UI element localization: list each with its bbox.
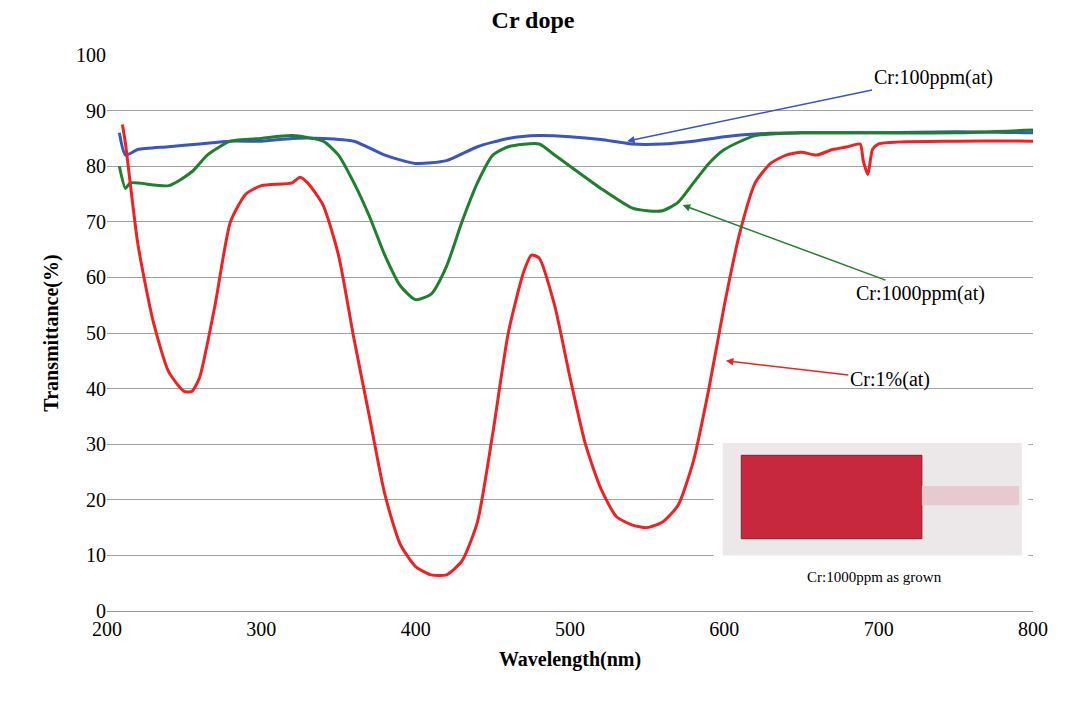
svg-text:800: 800 [1018,618,1048,640]
svg-text:Transmittance(%): Transmittance(%) [40,254,63,411]
svg-text:90: 90 [86,100,106,122]
svg-text:200: 200 [92,618,122,640]
svg-text:300: 300 [246,618,276,640]
svg-text:100: 100 [76,44,106,66]
svg-text:0: 0 [96,600,106,622]
svg-text:Cr:1000ppm(at): Cr:1000ppm(at) [856,282,985,305]
svg-text:80: 80 [86,155,106,177]
svg-text:Cr:1%(at): Cr:1%(at) [850,368,930,391]
svg-text:30: 30 [86,433,106,455]
svg-text:Cr:100ppm(at): Cr:100ppm(at) [874,66,993,89]
svg-text:20: 20 [86,489,106,511]
svg-text:60: 60 [86,266,106,288]
svg-text:40: 40 [86,378,106,400]
svg-text:700: 700 [864,618,894,640]
svg-text:Wavelength(nm): Wavelength(nm) [499,648,641,671]
svg-text:10: 10 [86,544,106,566]
svg-text:500: 500 [555,618,585,640]
svg-text:Cr dope: Cr dope [492,7,575,33]
svg-text:600: 600 [709,618,739,640]
svg-text:50: 50 [86,322,106,344]
svg-text:400: 400 [401,618,431,640]
svg-text:70: 70 [86,211,106,233]
svg-text:Cr:1000ppm as grown: Cr:1000ppm as grown [807,569,942,585]
